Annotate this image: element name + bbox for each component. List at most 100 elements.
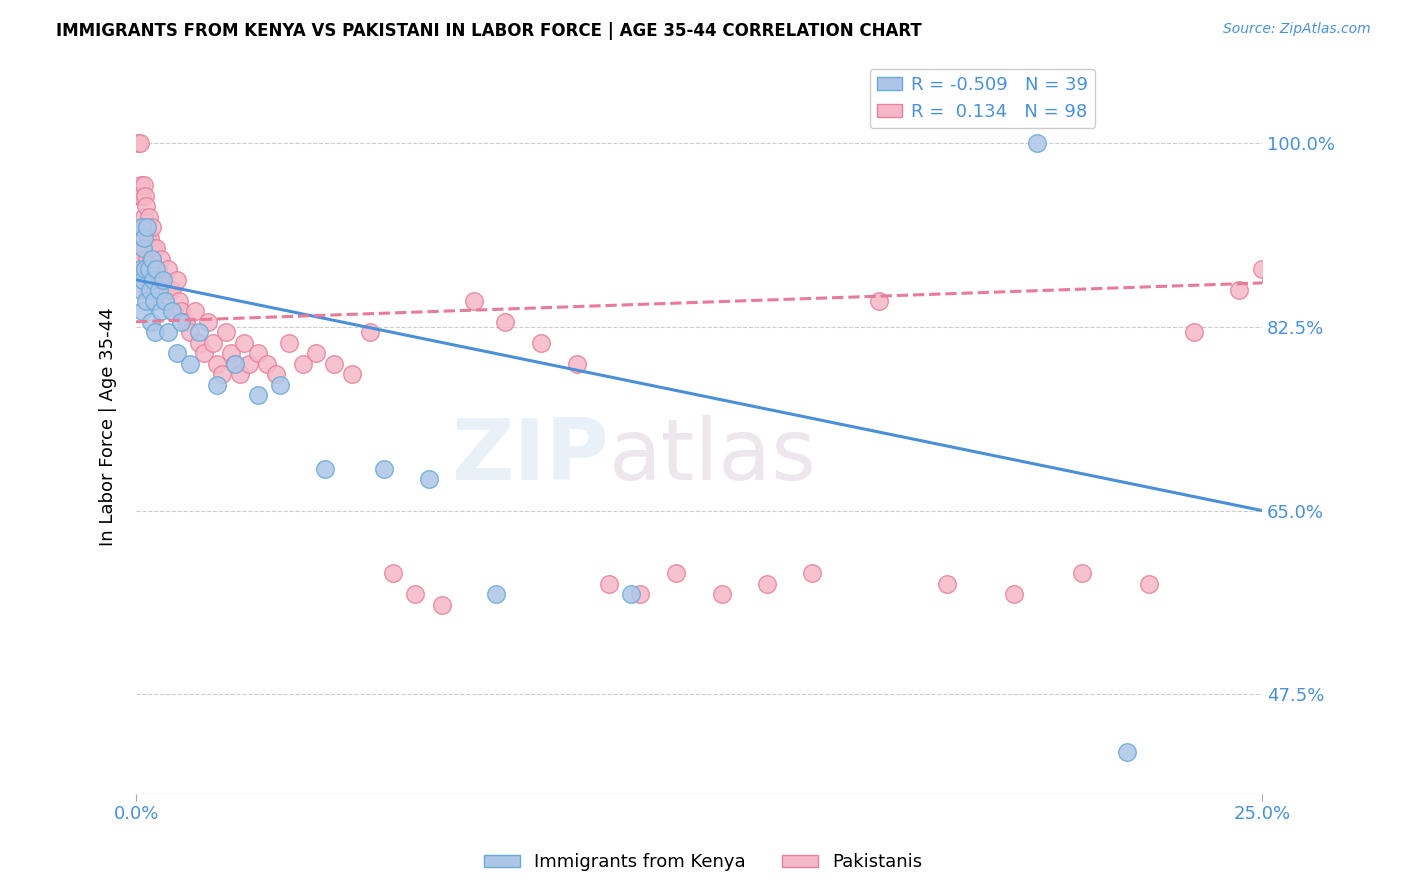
Point <box>145 262 167 277</box>
Point <box>1025 136 1047 151</box>
Point <box>868 293 890 308</box>
Point <box>179 357 201 371</box>
Point <box>134 241 156 255</box>
Point <box>160 304 183 318</box>
Point <box>135 231 157 245</box>
Point <box>139 252 162 266</box>
Point <box>138 210 160 224</box>
Point <box>233 335 256 350</box>
Point <box>179 325 201 339</box>
Point <box>138 262 160 277</box>
Point <box>530 335 553 350</box>
Point <box>219 346 242 360</box>
Point <box>129 178 152 193</box>
Point <box>1115 745 1137 759</box>
Point <box>156 262 179 277</box>
Point <box>620 587 643 601</box>
Point <box>149 304 172 318</box>
Point <box>145 241 167 255</box>
Point <box>152 273 174 287</box>
Point <box>131 220 153 235</box>
Point <box>1277 273 1299 287</box>
Point <box>129 136 152 151</box>
Point <box>131 252 153 266</box>
Point <box>246 346 269 360</box>
Point <box>166 346 188 360</box>
Point <box>567 357 589 371</box>
Point <box>167 293 190 308</box>
Point <box>630 587 652 601</box>
Point <box>155 293 177 308</box>
Text: Source: ZipAtlas.com: Source: ZipAtlas.com <box>1223 22 1371 37</box>
Point <box>463 293 485 308</box>
Point <box>211 368 233 382</box>
Point <box>381 566 404 581</box>
Point <box>142 273 165 287</box>
Point <box>160 283 183 297</box>
Point <box>205 377 228 392</box>
Point <box>1275 262 1298 277</box>
Point <box>183 304 205 318</box>
Point <box>132 220 155 235</box>
Point <box>269 377 291 392</box>
Legend: Immigrants from Kenya, Pakistanis: Immigrants from Kenya, Pakistanis <box>477 847 929 879</box>
Point <box>156 325 179 339</box>
Point <box>131 304 153 318</box>
Point <box>170 315 193 329</box>
Point <box>197 315 219 329</box>
Point <box>135 262 157 277</box>
Y-axis label: In Labor Force | Age 35-44: In Labor Force | Age 35-44 <box>100 308 117 546</box>
Point <box>131 189 153 203</box>
Point <box>246 388 269 402</box>
Point <box>129 262 152 277</box>
Point <box>136 283 159 297</box>
Point <box>141 252 163 266</box>
Point <box>170 304 193 318</box>
Point <box>1070 566 1092 581</box>
Point <box>314 461 336 475</box>
Point <box>494 315 516 329</box>
Point <box>134 189 156 203</box>
Point <box>188 325 211 339</box>
Point <box>141 220 163 235</box>
Point <box>1278 283 1301 297</box>
Point <box>305 346 328 360</box>
Point <box>135 220 157 235</box>
Point <box>166 273 188 287</box>
Point <box>710 587 733 601</box>
Point <box>148 283 170 297</box>
Point <box>215 325 238 339</box>
Point <box>136 220 159 235</box>
Point <box>1251 262 1274 277</box>
Point <box>598 577 620 591</box>
Point <box>128 220 150 235</box>
Point <box>139 315 162 329</box>
Point <box>278 335 301 350</box>
Point <box>1272 273 1295 287</box>
Point <box>224 357 246 371</box>
Point <box>1268 293 1291 308</box>
Point <box>205 357 228 371</box>
Point <box>135 199 157 213</box>
Text: ZIP: ZIP <box>451 415 609 498</box>
Point <box>131 220 153 235</box>
Point <box>146 262 169 277</box>
Point <box>1002 587 1025 601</box>
Point <box>800 566 823 581</box>
Point <box>135 293 157 308</box>
Point <box>128 262 150 277</box>
Point <box>1182 325 1205 339</box>
Point <box>134 210 156 224</box>
Point <box>129 283 152 297</box>
Point <box>159 283 181 297</box>
Point <box>264 368 287 382</box>
Point <box>143 325 166 339</box>
Point <box>136 252 159 266</box>
Point <box>152 273 174 287</box>
Point <box>1137 577 1160 591</box>
Point <box>359 325 381 339</box>
Point <box>134 231 156 245</box>
Point <box>256 357 278 371</box>
Point <box>143 293 166 308</box>
Point <box>1260 273 1282 287</box>
